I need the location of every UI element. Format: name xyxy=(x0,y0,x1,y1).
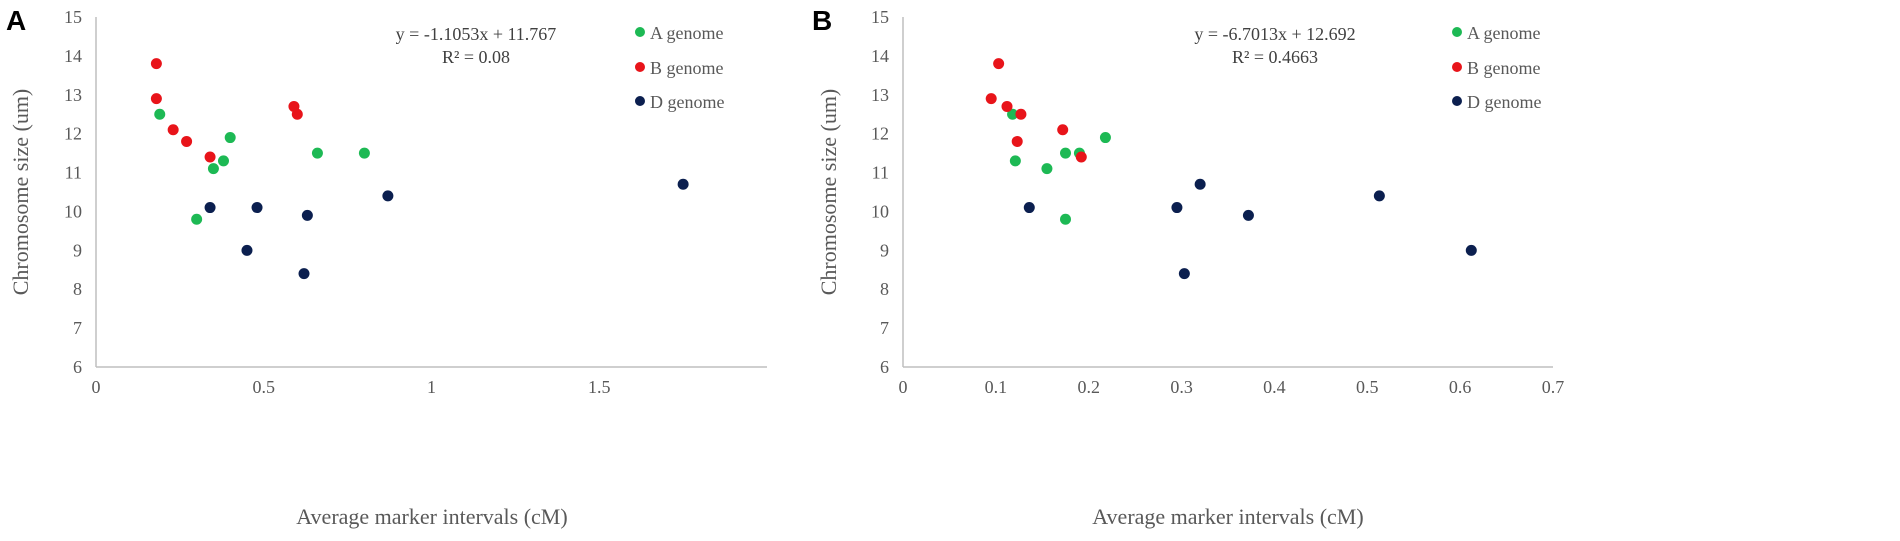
panel-b-legend-label-d-genome: D genome xyxy=(1467,92,1541,112)
panel-a-point-a-genome xyxy=(311,147,323,159)
panel-b-letter: B xyxy=(812,5,832,36)
panel-b-y-tick-label: 8 xyxy=(880,279,889,299)
panel-a-y-tick-label: 6 xyxy=(73,357,82,377)
panel-a-y-tick-label: 13 xyxy=(64,85,82,105)
panel-b-point-d-genome xyxy=(1194,178,1206,190)
panel-b-x-tick-label: 0.1 xyxy=(985,377,1008,397)
panel-a-letter: A xyxy=(6,5,26,36)
panel-a-legend-marker-b-genome xyxy=(635,62,645,72)
panel-b-point-d-genome xyxy=(1242,209,1254,221)
panel-b-point-b-genome xyxy=(1001,100,1013,112)
panel-a-legend-marker-a-genome xyxy=(635,27,645,37)
panel-a-point-b-genome xyxy=(204,151,216,163)
panel-b-y-tick-label: 6 xyxy=(880,357,889,377)
panel-a-y-tick-label: 10 xyxy=(64,201,82,221)
panel-b-point-b-genome xyxy=(1015,108,1027,120)
panel-b-point-a-genome xyxy=(1060,213,1071,225)
panel-b-point-a-genome xyxy=(1041,163,1053,175)
panel-a-x-tick-label: 0.5 xyxy=(253,377,276,397)
panel-a-point-a-genome xyxy=(154,108,166,120)
panel-a-x-tick-label: 0 xyxy=(92,377,101,397)
panel-b-legend-label-b-genome: B genome xyxy=(1467,58,1541,78)
panel-b-point-d-genome xyxy=(1178,268,1190,280)
panel-b-point-b-genome xyxy=(985,93,997,105)
panel-b-point-b-genome xyxy=(1075,151,1087,163)
panel-a-point-b-genome xyxy=(167,124,179,136)
panel-a-legend-marker-d-genome xyxy=(635,96,645,106)
panel-a-y-tick-label: 11 xyxy=(65,163,82,183)
panel-a-x-tick-label: 1.5 xyxy=(588,377,611,397)
panel-b-y-tick-label: 9 xyxy=(880,240,889,260)
panel-a-point-a-genome xyxy=(358,147,370,159)
panel-b-y-tick-label: 12 xyxy=(871,124,889,144)
panel-b-legend-marker-a-genome xyxy=(1452,27,1462,37)
panel-b-x-tick-label: 0.7 xyxy=(1542,377,1565,397)
panel-b-point-a-genome xyxy=(1009,155,1021,167)
panel-a-point-d-genome xyxy=(677,178,689,190)
panel-a-point-a-genome xyxy=(224,132,236,144)
panel-a-trend-equation: y = -1.1053x + 11.767 xyxy=(396,24,557,44)
panel-b-x-tick-label: 0.5 xyxy=(1356,377,1379,397)
panel-a-x-tick-label: 1 xyxy=(427,377,436,397)
panel-b-point-d-genome xyxy=(1023,202,1035,214)
panel-a-point-a-genome xyxy=(207,163,219,175)
panel-b-x-axis-title: Average marker intervals (cM) xyxy=(1092,504,1363,529)
panel-b-legend-marker-b-genome xyxy=(1452,62,1462,72)
panel-b-point-d-genome xyxy=(1465,244,1477,256)
panel-b-point-a-genome xyxy=(1007,108,1019,120)
panel-b-y-tick-label: 11 xyxy=(872,163,889,183)
panel-b-point-b-genome xyxy=(1057,124,1069,136)
panel-b-point-a-genome xyxy=(1099,132,1111,144)
panel-b-point-d-genome xyxy=(1171,202,1183,214)
panel-a-x-axis-title: Average marker intervals (cM) xyxy=(296,504,567,529)
panel-a-point-d-genome xyxy=(241,244,253,256)
panel-b-y-tick-label: 13 xyxy=(871,85,889,105)
panel-b-x-tick-label: 0.6 xyxy=(1449,377,1472,397)
panel-a-point-b-genome xyxy=(181,135,193,147)
panel-a-y-tick-label: 14 xyxy=(64,46,82,66)
panel-b-legend-label-a-genome: A genome xyxy=(1467,23,1541,43)
panel-a-y-tick-label: 9 xyxy=(73,240,82,260)
panel-a-point-d-genome xyxy=(204,202,216,214)
panel-b-point-a-genome xyxy=(1060,147,1071,159)
panel-b-r-squared: R² = 0.4663 xyxy=(1232,47,1318,67)
panel-a-r-squared: R² = 0.08 xyxy=(442,47,510,67)
panel-a-y-tick-label: 7 xyxy=(73,318,82,338)
panel-a-point-d-genome xyxy=(251,202,263,214)
panel-b-x-tick-label: 0.2 xyxy=(1077,377,1100,397)
panel-b-y-tick-label: 7 xyxy=(880,318,889,338)
panel-a-point-a-genome xyxy=(217,155,229,167)
panel-a-point-b-genome xyxy=(291,108,303,120)
panel-b-trend-equation: y = -6.7013x + 12.692 xyxy=(1194,24,1355,44)
panel-b-x-tick-label: 0 xyxy=(899,377,908,397)
panel-a-point-d-genome xyxy=(301,209,313,221)
panel-a-y-axis-title: Chromosome size (um) xyxy=(8,89,33,296)
panel-a-point-d-genome xyxy=(382,190,394,202)
panel-b-point-b-genome xyxy=(1011,135,1023,147)
panel-b-x-tick-label: 0.3 xyxy=(1170,377,1193,397)
panel-a-y-tick-label: 15 xyxy=(64,7,82,27)
panel-b-point-b-genome xyxy=(993,58,1005,70)
panel-b-y-tick-label: 10 xyxy=(871,201,889,221)
panel-a-point-a-genome xyxy=(191,213,203,225)
panel-a-point-d-genome xyxy=(298,268,310,280)
panel-b-y-tick-label: 14 xyxy=(871,46,889,66)
panel-a-legend-label-a-genome: A genome xyxy=(650,23,724,43)
panel-b-point-d-genome xyxy=(1373,190,1385,202)
panel-b-x-tick-label: 0.4 xyxy=(1263,377,1286,397)
panel-b-legend-marker-d-genome xyxy=(1452,96,1462,106)
panel-a-y-tick-label: 12 xyxy=(64,124,82,144)
panel-a-point-b-genome xyxy=(150,93,162,105)
panel-a-legend-label-d-genome: D genome xyxy=(650,92,724,112)
panel-a-y-tick-label: 8 xyxy=(73,279,82,299)
panel-b-y-tick-label: 15 xyxy=(871,7,889,27)
panel-a-legend-label-b-genome: B genome xyxy=(650,58,724,78)
panel-b-y-axis-title: Chromosome size (um) xyxy=(816,89,841,296)
panel-a-point-b-genome xyxy=(150,58,162,70)
